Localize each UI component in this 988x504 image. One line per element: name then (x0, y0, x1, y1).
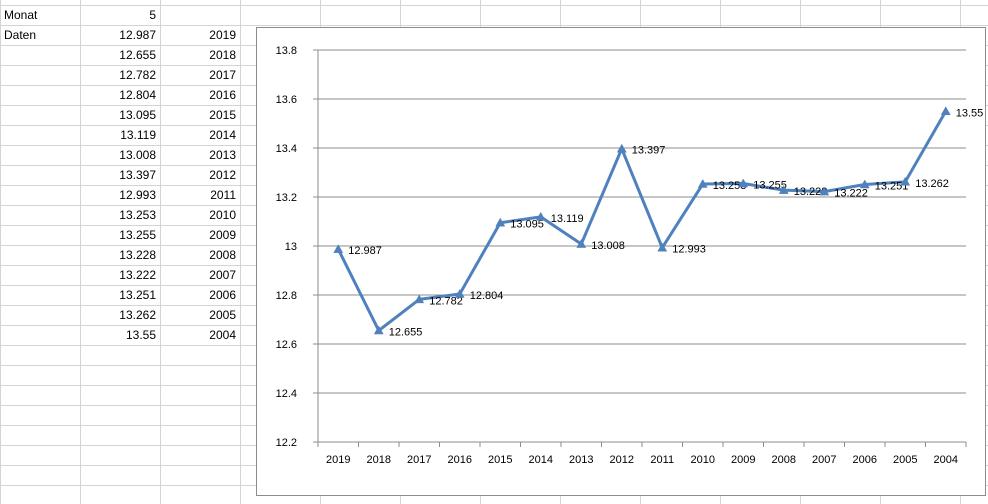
data-point-marker (535, 211, 546, 221)
cell-value[interactable]: 13.253 (119, 208, 156, 222)
x-tick-label: 2011 (650, 454, 674, 466)
x-tick-label: 2012 (610, 454, 634, 466)
x-tick-label: 2014 (529, 454, 553, 466)
y-tick-label: 13 (285, 241, 297, 253)
series-line (336, 110, 948, 333)
cell-year[interactable]: 2016 (209, 88, 236, 102)
cell-monat-value[interactable]: 5 (149, 8, 156, 22)
cell-year[interactable]: 2013 (209, 148, 236, 162)
x-tick-label: 2005 (893, 454, 917, 466)
y-tick-label: 13.2 (276, 192, 297, 204)
cell-year[interactable]: 2012 (209, 168, 236, 182)
cell-year[interactable]: 2007 (209, 268, 236, 282)
cell-value[interactable]: 12.782 (119, 68, 156, 82)
x-tick-label: 2009 (731, 454, 755, 466)
cell-year[interactable]: 2015 (209, 108, 236, 122)
cell-year[interactable]: 2017 (209, 68, 236, 82)
x-tick-label: 2013 (569, 454, 593, 466)
cell-value[interactable]: 13.262 (119, 308, 156, 322)
data-point-marker (414, 294, 425, 304)
cell-value[interactable]: 13.119 (120, 128, 156, 142)
data-label: 13.228 (794, 186, 828, 198)
cell-year[interactable]: 2014 (209, 128, 236, 142)
data-label: 13.008 (591, 240, 625, 252)
y-tick-label: 13.6 (276, 94, 297, 106)
data-point-marker (738, 178, 749, 188)
y-tick-label: 13.8 (276, 45, 297, 57)
cell-value[interactable]: 12.804 (119, 88, 156, 102)
cell-year[interactable]: 2006 (209, 288, 236, 302)
cell-year[interactable]: 2011 (210, 188, 236, 202)
data-label: 12.804 (470, 290, 504, 302)
cell-value[interactable]: 13.095 (119, 108, 156, 122)
data-point-marker (940, 106, 951, 115)
data-point-marker (819, 186, 830, 196)
y-tick-label: 12.6 (276, 339, 297, 351)
x-tick-label: 2008 (772, 454, 796, 466)
y-tick-label: 12.2 (276, 437, 297, 449)
cell-value[interactable]: 13.228 (119, 248, 156, 262)
data-label: 12.993 (672, 244, 706, 256)
cell-year[interactable]: 2019 (209, 28, 236, 42)
cell-daten-label[interactable]: Daten (4, 28, 37, 42)
data-label: 13.119 (551, 213, 584, 225)
data-label: 13.222 (834, 188, 868, 200)
data-label: 13.255 (753, 180, 787, 192)
data-label: 12.782 (429, 295, 463, 307)
data-point-marker (373, 325, 384, 335)
data-label: 13.55 (956, 107, 984, 119)
data-point-marker (495, 217, 506, 227)
data-point-marker (859, 179, 870, 189)
x-tick-label: 2016 (448, 454, 472, 466)
data-point-marker (616, 143, 627, 153)
y-tick-label: 13.4 (276, 143, 297, 155)
line-chart: 12.2 12.4 12.6 12.8 13 13.2 13.4 13.6 13.8 2019 20… (276, 45, 984, 466)
data-point-marker (333, 244, 344, 253)
y-tick-label: 12.4 (276, 388, 297, 400)
data-point-marker (576, 239, 587, 248)
data-label: 12.987 (348, 245, 382, 257)
cell-value[interactable]: 13.008 (119, 148, 156, 162)
data-point-marker (657, 242, 668, 252)
data-label: 13.095 (510, 219, 544, 231)
cell-year[interactable]: 2008 (209, 248, 236, 262)
cell-year[interactable]: 2018 (209, 48, 236, 62)
cell-value[interactable]: 13.222 (119, 268, 156, 282)
cell-monat-label[interactable]: Monat (4, 8, 38, 22)
chart-area[interactable]: 12.2 12.4 12.6 12.8 13 13.2 13.4 13.6 13.8 2019 20… (256, 27, 986, 496)
cell-year[interactable]: 2004 (209, 328, 236, 342)
y-tick-label: 12.8 (276, 290, 297, 302)
x-tick-label: 2004 (934, 454, 958, 466)
cell-value[interactable]: 13.397 (119, 168, 156, 182)
cell-value[interactable]: 12.655 (119, 48, 156, 62)
cell-value[interactable]: 12.993 (119, 188, 156, 202)
x-tick-label: 2010 (691, 454, 715, 466)
cell-value[interactable]: 13.255 (119, 228, 156, 242)
x-tick-label: 2017 (407, 454, 431, 466)
x-tick-label: 2007 (812, 454, 836, 466)
cell-value[interactable]: 13.55 (125, 328, 156, 342)
cell-year[interactable]: 2010 (209, 208, 236, 222)
data-label: 12.655 (389, 327, 423, 339)
data-point-marker (454, 289, 465, 298)
x-tick-label: 2019 (326, 454, 350, 466)
cell-year[interactable]: 2005 (209, 308, 236, 322)
x-tick-label: 2015 (488, 454, 512, 466)
x-tick-label: 2006 (853, 454, 877, 466)
data-label: 13.397 (632, 145, 666, 157)
cell-value[interactable]: 12.987 (119, 28, 156, 42)
data-label: 13.262 (915, 178, 949, 190)
x-tick-label: 2018 (367, 454, 391, 466)
data-point-marker (697, 179, 708, 188)
data-label: 13.251 (875, 181, 909, 193)
data-point-marker (900, 176, 911, 186)
cell-year[interactable]: 2009 (209, 228, 236, 242)
data-label: 13.253 (713, 180, 747, 192)
data-point-marker (778, 185, 789, 194)
cell-value[interactable]: 13.251 (119, 288, 156, 302)
